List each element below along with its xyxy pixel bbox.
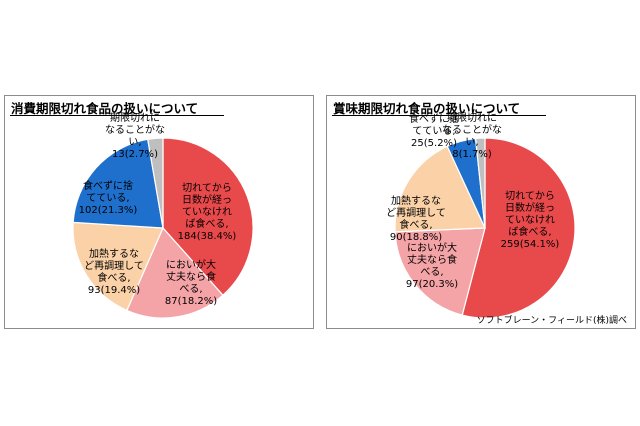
slice-label: 期限切れになることがない, 13(2.7%)	[105, 112, 165, 160]
slice-label: 加熱するなど再調理して食べる, 93(19.4%)	[84, 247, 144, 296]
slice-eat-if-not-many-days	[461, 137, 576, 319]
title-underline	[10, 115, 224, 116]
slice-label: 切れてから日数が経っていなければ食べる, 184(38.4%)	[178, 182, 237, 242]
slice-label: 切れてから日数が経っていなければ食べる, 259(54.1%)	[501, 190, 560, 250]
slice-never-expires	[147, 137, 164, 229]
title-underline	[332, 115, 546, 116]
chart-title: 賞味期限切れ食品の扱いについて	[333, 101, 521, 116]
slice-label: 加熱するなど再調理して食べる, 90(18.8%)	[386, 194, 446, 243]
chart-title: 消費期限切れ食品の扱いについて	[11, 101, 199, 116]
pie-chart-best-before: 切れてから日数が経っていなければ食べる, 259(54.1%) においが大丈夫なら食…	[386, 112, 576, 319]
slice-label: 期限切れになることがない, 8(1.7%)	[442, 112, 502, 160]
slice-eat-if-smell-ok	[394, 227, 486, 316]
slice-label: 食べずに捨てている, 102(21.3%)	[79, 179, 138, 216]
slice-discard	[72, 138, 164, 229]
source-credit: ソフトブレーン・フィールド(株)調べ	[476, 316, 627, 326]
slice-label: においが大丈夫なら食べる, 87(18.2%)	[165, 258, 217, 307]
slice-label: 食べずに捨てている, 25(5.2%)	[409, 112, 459, 149]
slice-eat-if-smell-ok	[126, 226, 224, 319]
slice-reheat-and-eat	[72, 221, 164, 312]
chart-panel-expiration: 消費期限切れ食品の扱いについて 切れてから日数が経っていなければ食べる, 184(…	[4, 95, 314, 329]
pie-chart-expiration: 切れてから日数が経っていなければ食べる, 184(38.4%) においが大丈夫なら食…	[72, 112, 254, 319]
slice-label: においが大丈夫なら食べる, 97(20.3%)	[406, 241, 458, 290]
slice-never-expires	[474, 137, 486, 229]
chart-panel-best-before: 賞味期限切れ食品の扱いについて 切れてから日数が経っていなければ食べる, 259(…	[326, 95, 636, 329]
slice-eat-if-not-many-days	[162, 137, 254, 297]
slice-reheat-and-eat	[394, 145, 486, 233]
